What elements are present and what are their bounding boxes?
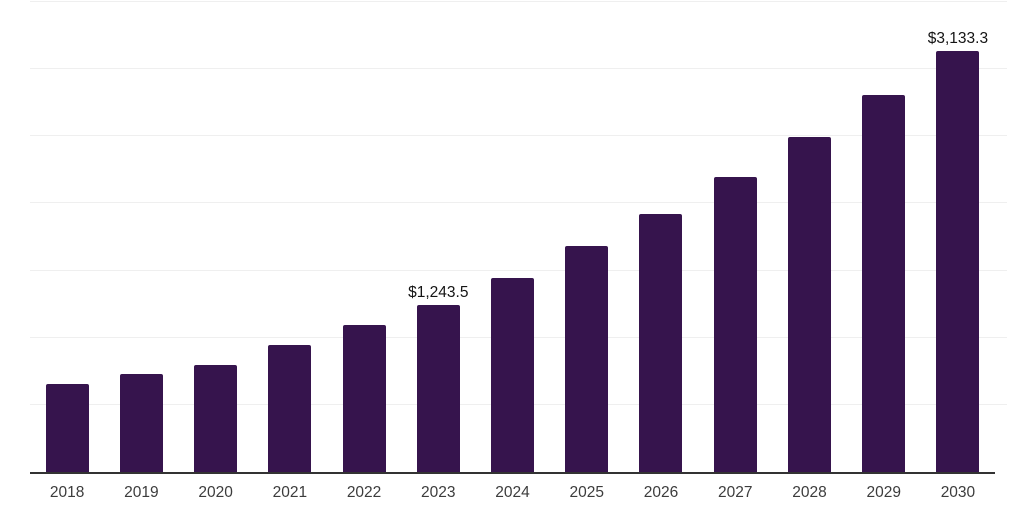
data-label-2023: $1,243.5: [408, 283, 469, 301]
bar-slot-2018: [30, 2, 104, 472]
bar-2019: [119, 373, 163, 472]
bar-2024: [491, 277, 535, 472]
x-tick-2024: 2024: [495, 484, 530, 501]
bar-slot-2029: [847, 2, 921, 472]
bar-slot-2020: [178, 2, 252, 472]
bar-2028: [787, 137, 831, 472]
x-axis-line: [30, 472, 995, 474]
plot-area: $1,243.5 $3,133.3: [30, 2, 995, 472]
bar-slot-2021: [253, 2, 327, 472]
bar-2026: [639, 214, 683, 472]
x-tick-2030: 2030: [940, 484, 976, 501]
x-tick-2019: 2019: [124, 484, 159, 501]
x-tick-2027: 2027: [717, 484, 753, 501]
x-tick-2023: 2023: [421, 484, 456, 501]
bar-2022: [342, 325, 386, 472]
x-axis-ticks: 2018 2019 2020 2021 2022 2023 2024 2025 2026 2027…: [30, 485, 995, 501]
bar-slot-2026: [624, 2, 698, 472]
bar-2018: [45, 384, 89, 472]
bar-2029: [862, 95, 906, 472]
x-tick-2021: 2021: [272, 484, 308, 501]
bar-slot-2024: [475, 2, 549, 472]
bar-slot-2028: [772, 2, 846, 472]
bar-2023: [416, 305, 460, 472]
bar-2020: [194, 365, 238, 472]
x-tick-2020: 2020: [198, 484, 233, 501]
bar-2021: [268, 345, 312, 472]
bar-slot-2027: [698, 2, 772, 472]
x-tick-2018: 2018: [49, 484, 85, 501]
bar-2027: [713, 177, 757, 472]
x-tick-2025: 2025: [569, 484, 604, 501]
bar-slot-2025: [550, 2, 624, 472]
bar-slot-2030: $3,133.3: [921, 2, 995, 472]
bar-slot-2022: [327, 2, 401, 472]
bar-slot-2019: [104, 2, 178, 472]
data-label-2030: $3,133.3: [927, 29, 989, 47]
x-tick-2022: 2022: [346, 484, 382, 501]
bar-slot-2023: $1,243.5: [401, 2, 475, 472]
bar-2030: [936, 51, 980, 472]
x-tick-2029: 2029: [866, 484, 901, 501]
x-tick-2026: 2026: [643, 484, 679, 501]
bar-2025: [565, 246, 609, 472]
x-tick-2028: 2028: [792, 484, 827, 501]
